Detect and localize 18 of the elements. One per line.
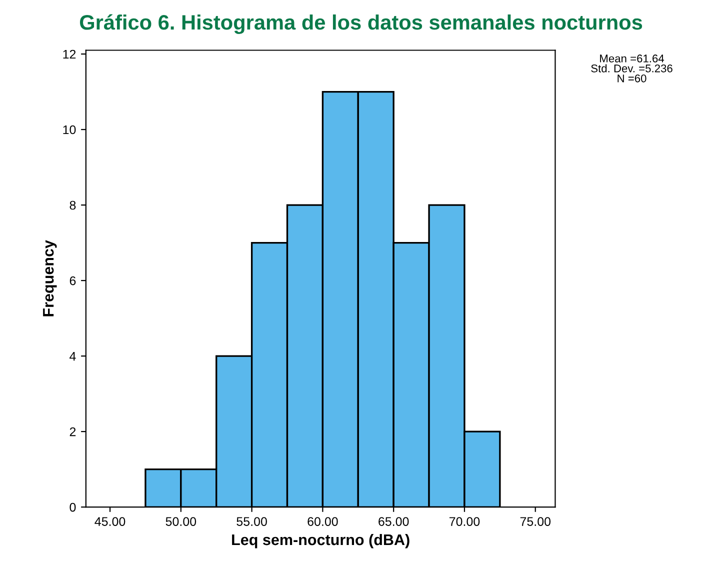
y-axis-title: Frequency (43, 240, 57, 316)
y-tick-label: 6 (70, 276, 76, 286)
y-tick-label: 0 (70, 502, 76, 512)
x-tick-label: 50.00 (166, 517, 196, 526)
x-tick-label: 75.00 (520, 517, 551, 526)
x-tick-label: 45.00 (94, 517, 126, 526)
x-tick-label: 60.00 (308, 517, 338, 526)
x-tick-label: 55.00 (236, 517, 267, 526)
y-tick-label: 10 (63, 125, 76, 134)
text: Mean =61.64 Std. Dev. =5.236 N =60 (591, 54, 672, 82)
y-tick-label: 4 (70, 352, 76, 361)
x-tick-label: 65.00 (378, 517, 409, 526)
chart-title: Gráfico 6. Histograma de los datos semanales nocturnos (80, 14, 642, 34)
x-axis-title: Leq sem-nocturno (dBA) (232, 534, 410, 548)
x-tick-label: 70.00 (449, 517, 480, 526)
y-tick-label: 8 (70, 200, 76, 210)
y-tick-label: 12 (63, 50, 76, 59)
y-tick-label: 2 (70, 427, 76, 436)
